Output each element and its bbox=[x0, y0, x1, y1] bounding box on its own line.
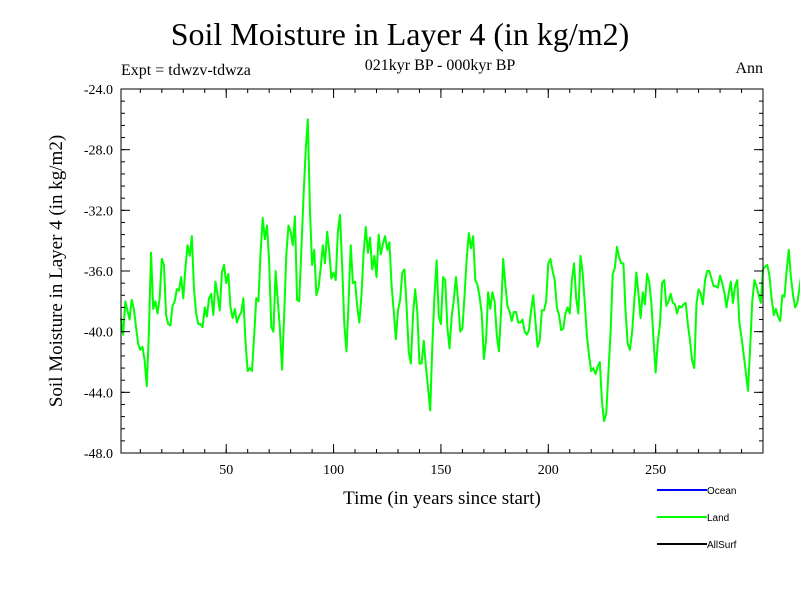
x-tick-label: 100 bbox=[323, 463, 344, 478]
legend-label-ocean: Ocean bbox=[707, 486, 736, 497]
y-tick-label: -36.0 bbox=[84, 265, 113, 280]
legend-label-land: Land bbox=[707, 513, 729, 524]
x-tick-label: 50 bbox=[219, 463, 233, 478]
period-label: Ann bbox=[735, 60, 763, 77]
plot-frame bbox=[120, 88, 764, 454]
legend: Ocean Land AllSurf bbox=[657, 486, 737, 551]
y-tick-label: -32.0 bbox=[84, 204, 113, 219]
y-tick-label: -28.0 bbox=[84, 144, 113, 159]
experiment-label: Expt = tdwzv-tdwza bbox=[121, 62, 251, 79]
y-tick-label: -44.0 bbox=[84, 386, 113, 401]
legend-label-allsurf: AllSurf bbox=[707, 540, 737, 551]
x-tick-label: 250 bbox=[645, 463, 666, 478]
y-axis-label: Soil Moisture in Layer 4 (in kg/m2) bbox=[46, 135, 67, 407]
series-line-land bbox=[120, 118, 800, 423]
y-tick-label: -40.0 bbox=[84, 326, 113, 341]
y-tick-label: -48.0 bbox=[84, 447, 113, 462]
y-tick-label: -24.0 bbox=[84, 83, 113, 98]
x-tick-label: 200 bbox=[538, 463, 559, 478]
chart-subtitle: 021kyr BP - 000kyr BP bbox=[364, 57, 516, 74]
x-axis-label: Time (in years since start) bbox=[343, 488, 541, 509]
chart-title: Soil Moisture in Layer 4 (in kg/m2) bbox=[170, 16, 630, 52]
x-tick-label: 150 bbox=[430, 463, 451, 478]
